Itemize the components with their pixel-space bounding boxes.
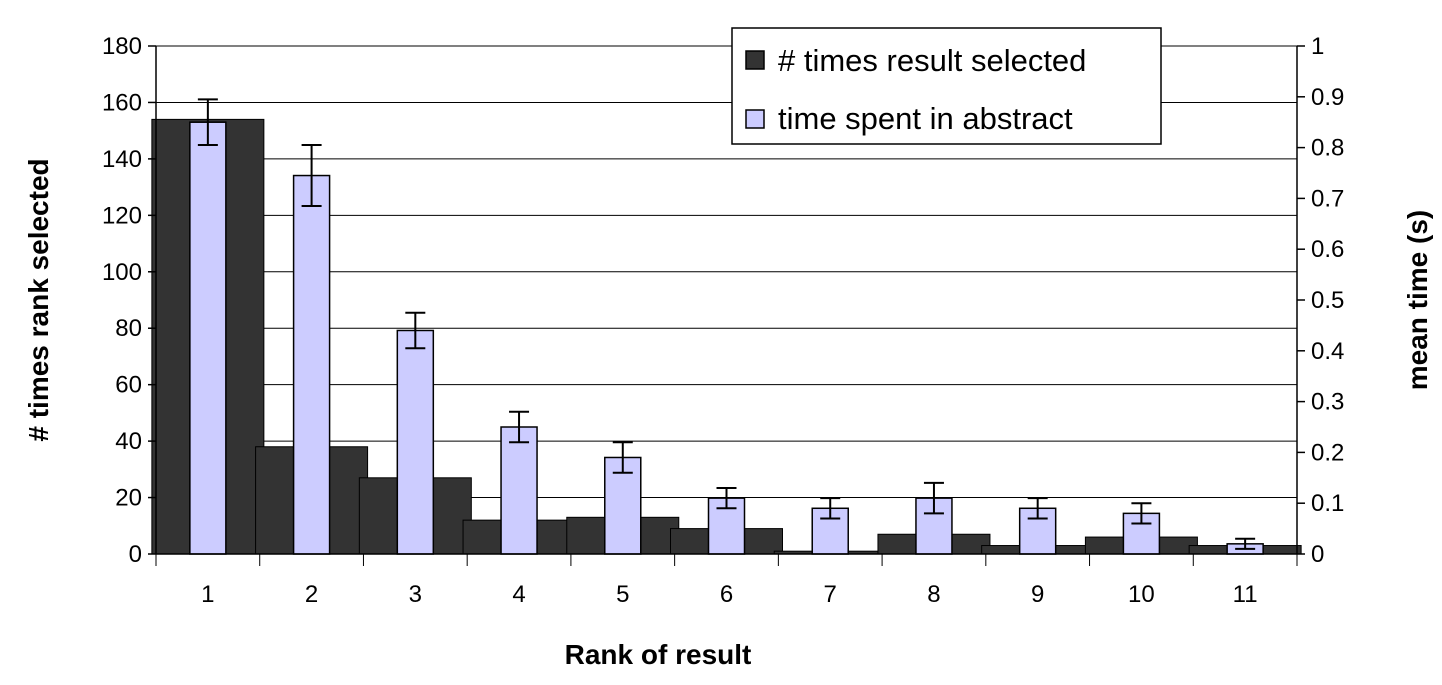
- right-axis-tick-label: 0.7: [1311, 185, 1344, 212]
- right-axis-title: mean time (s): [1402, 210, 1433, 391]
- legend-box: [731, 27, 1162, 145]
- right-axis-tick-label: 0.3: [1311, 389, 1344, 416]
- right-axis-tick-label: 0.6: [1311, 236, 1344, 263]
- legend-swatch-time-abstract: [745, 109, 765, 129]
- x-axis-tick-label: 4: [512, 581, 525, 608]
- x-axis-title: Rank of result: [565, 639, 752, 670]
- bar-time-abstract: [396, 329, 435, 555]
- left-axis-title: # times rank selected: [23, 158, 54, 441]
- left-axis-tick-labels: 0 20 40 60 80 100 120 140 160 180: [102, 33, 142, 568]
- left-axis-tick-label: 40: [115, 428, 142, 455]
- x-axis-tick-label: 5: [616, 581, 629, 608]
- x-axis-tick-label: 10: [1128, 581, 1155, 608]
- bar-time-abstract: [292, 174, 331, 555]
- right-axis-tick-label: 0.8: [1311, 135, 1344, 162]
- left-axis-tick-label: 80: [115, 315, 142, 342]
- legend-swatch-times-selected: [745, 50, 765, 70]
- right-axis-tick-label: 0.4: [1311, 338, 1344, 365]
- right-axis-tick-label: 0.5: [1311, 287, 1344, 314]
- legend-label-time-abstract: time spent in abstract: [778, 101, 1073, 136]
- gridlines: [156, 45, 1297, 499]
- bars: [151, 118, 1302, 555]
- left-axis-tick-label: 60: [115, 372, 142, 399]
- left-axis-tick-label: 100: [102, 259, 142, 286]
- legend-label-times-selected: # times result selected: [778, 43, 1086, 78]
- right-axis-tick-label: 1: [1311, 33, 1324, 60]
- x-axis-tick-label: 6: [720, 581, 733, 608]
- x-axis-tick-label: 2: [305, 581, 318, 608]
- right-axis-tick-label: 0: [1311, 541, 1324, 568]
- left-axis-tick-label: 120: [102, 202, 142, 229]
- left-axis-tick-label: 160: [102, 89, 142, 116]
- left-axis-tick-label: 20: [115, 485, 142, 512]
- right-axis-tick-labels: 0 0.1 0.2 0.3 0.4 0.5 0.6 0.7 0.8 0.9 1: [1311, 33, 1344, 568]
- left-axis-tick-label: 140: [102, 146, 142, 173]
- x-axis-tick-label: 9: [1031, 581, 1044, 608]
- bar-time-abstract: [189, 121, 227, 555]
- bar-time-abstract: [707, 497, 746, 555]
- x-axis-tick-label: 8: [927, 581, 940, 608]
- bar-time-abstract: [500, 426, 538, 555]
- x-axis-tick-label: 11: [1233, 581, 1258, 608]
- x-axis-tick-label: 3: [409, 581, 422, 608]
- left-axis-tick-label: 180: [102, 33, 142, 60]
- x-axis-tick-labels: 1 2 3 4 5 6 7 8 9 10 11: [201, 581, 1257, 608]
- error-bars: [197, 98, 1256, 550]
- left-axis-tick-label: 0: [129, 541, 142, 568]
- x-axis-tick-label: 1: [201, 581, 214, 608]
- axes: [148, 45, 1305, 566]
- x-axis-tick-label: 7: [824, 581, 837, 608]
- right-axis-tick-label: 0.1: [1311, 490, 1344, 517]
- right-axis-tick-label: 0.2: [1311, 439, 1344, 466]
- legend: # times result selected time spent in ab…: [731, 27, 1162, 145]
- right-axis-tick-label: 0.9: [1311, 84, 1344, 111]
